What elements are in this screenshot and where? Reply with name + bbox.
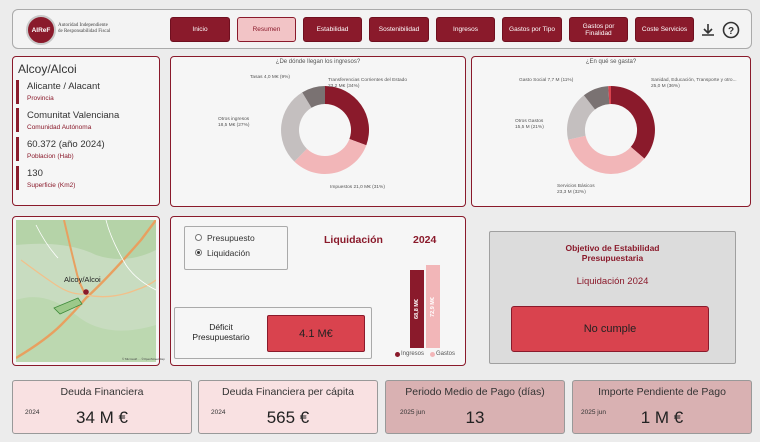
expense-donut-chart: [567, 86, 655, 174]
help-icon[interactable]: ?: [721, 20, 741, 40]
expense-slice-social: [583, 86, 610, 110]
legend-gastos-label: Gastos: [436, 351, 456, 357]
community-value: Comunitat Valenciana: [27, 110, 120, 121]
income-slice-impuestos: [294, 139, 367, 174]
radio-presupuesto[interactable]: [195, 234, 202, 241]
nav-ingresos-button[interactable]: Ingresos: [436, 17, 495, 42]
bar-ingresos: [410, 270, 424, 348]
kpi-value: 13: [465, 408, 485, 427]
nav-sostenibilidad-button[interactable]: Sostenibilidad: [369, 17, 429, 42]
legend-ingresos-label: Ingresos: [401, 351, 425, 357]
stability-title: Objetivo de Estabilidad Presupuestaria: [565, 243, 660, 263]
kpi-date: 2025 jun: [400, 409, 425, 416]
deficit-label: Déficit Presupuestario: [192, 322, 250, 342]
surface-label: Superficie (Km2): [27, 182, 76, 189]
expense-slice-sanidad: [611, 86, 655, 159]
income-slice-transferencias: [325, 86, 370, 146]
income-slice-tasas: [302, 86, 325, 108]
nav-gastos-finalidad-button[interactable]: Gastos por Finalidad: [569, 17, 628, 42]
income-donut-chart: [281, 86, 370, 174]
legend-gastos-dot: [430, 352, 435, 357]
bar-ingresos-label: 68,8 M€: [414, 299, 420, 319]
logo-text: Autoridad Independiente de Responsabilid…: [58, 23, 111, 34]
kpi-value: 565 €: [266, 408, 310, 427]
kpi-title: Deuda Financiera per cápita: [222, 386, 354, 398]
city-marker: [83, 289, 89, 295]
info-divider: [16, 137, 19, 161]
nav-coste-servicios-button[interactable]: Coste Servicios: [635, 17, 694, 42]
nav-gastos-tipo-button[interactable]: Gastos por Tipo: [502, 17, 562, 42]
community-label: Comunidad Autónoma: [27, 124, 92, 131]
map-attribution: © Microsoft ... ©OpenStreetMap: [122, 357, 165, 361]
population-label: Poblacion (Hab): [27, 153, 74, 160]
info-divider: [16, 166, 19, 190]
population-value: 60.372 (año 2024): [27, 139, 105, 150]
kpi-title: Deuda Financiera: [60, 386, 144, 398]
deficit-value: 4.1 M€: [267, 315, 365, 352]
expense-label-social: Gasto Social 7,7 M (11%): [519, 78, 574, 83]
kpi-title: Periodo Medio de Pago (días): [405, 386, 545, 398]
income-label-transferencias: Transferencias Corrientes del Estado 23,…: [328, 78, 408, 89]
kpi-value: 1 M €: [640, 408, 684, 427]
kpi-importe-pendiente: Importe Pendiente de Pago 2025 jun 1 M €: [572, 380, 752, 434]
kpi-periodo-medio-pago: Periodo Medio de Pago (días) 2025 jun 13: [385, 380, 565, 434]
info-divider: [16, 80, 19, 104]
stability-subtitle: Liquidación 2024: [576, 276, 649, 287]
income-chart-panel: [170, 56, 466, 207]
kpi-date: 2024: [25, 409, 40, 416]
expense-chart-title: ¿En qué se gasta?: [585, 59, 637, 65]
expense-label-sanidad: Sanidad, Educación, Transporte y otro...…: [651, 78, 737, 89]
municipality-info-panel: [12, 56, 160, 206]
income-label-otros: Otros ingresos 18,5 M€ (27%): [218, 117, 250, 128]
liquidation-title: Liquidación: [324, 234, 383, 246]
mode-selector: [184, 226, 288, 270]
province-label: Provincia: [27, 95, 54, 102]
kpi-deuda-per-capita: Deuda Financiera per cápita 2024 565 €: [198, 380, 378, 434]
municipality-name: Alcoy/Alcoi: [18, 62, 77, 76]
kpi-title: Importe Pendiente de Pago: [598, 386, 726, 398]
expense-slice-basicos: [568, 135, 645, 174]
income-label-tasas: Tasas 4,0 M€ (9%): [250, 75, 290, 80]
radio-liquidacion[interactable]: [195, 249, 202, 256]
nav-inicio-button[interactable]: Inicio: [170, 17, 230, 42]
expense-label-basicos: Servicios Básicos 23,3 M (32%): [557, 184, 595, 195]
nav-estabilidad-button[interactable]: Estabilidad: [303, 17, 362, 42]
map-city-label: Alcoy/Alcoi: [64, 275, 101, 284]
info-divider: [16, 108, 19, 132]
income-label-impuestos: Impuestos 21,0 M€ (31%): [330, 185, 385, 190]
liquidation-year: 2024: [413, 234, 437, 246]
nav-resumen-button[interactable]: Resumen: [237, 17, 296, 42]
radio-presupuesto-label[interactable]: Presupuesto: [207, 233, 255, 243]
stability-status: No cumple: [511, 306, 709, 352]
income-slice-otros: [281, 92, 312, 162]
kpi-value: 34 M €: [76, 408, 128, 427]
airef-logo[interactable]: AIReF Autoridad Independiente de Respons…: [22, 15, 152, 45]
radio-liquidacion-label[interactable]: Liquidación: [207, 248, 251, 258]
download-icon[interactable]: [698, 20, 718, 40]
svg-text:?: ?: [728, 26, 734, 37]
bar-gastos-label: 72,9 M€: [430, 296, 436, 317]
map-view[interactable]: [16, 220, 156, 362]
surface-value: 130: [27, 168, 43, 179]
bar-gastos: [426, 265, 440, 348]
province-value: Alicante / Alacant: [27, 81, 100, 92]
expense-label-otros: Otros Gastos 15,5 M (21%): [515, 119, 544, 130]
kpi-deuda-financiera: Deuda Financiera 2024 34 M €: [12, 380, 192, 434]
legend-ingresos-dot: [395, 352, 400, 357]
income-chart-title: ¿De dónde llegan los ingresos?: [275, 59, 361, 65]
logo-mark: AIReF: [26, 15, 56, 45]
expense-slice-otros: [567, 95, 595, 140]
expense-chart-panel: [471, 56, 751, 207]
kpi-date: 2024: [211, 409, 226, 416]
expense-slice-small: [608, 86, 611, 105]
kpi-date: 2025 jun: [581, 409, 606, 416]
